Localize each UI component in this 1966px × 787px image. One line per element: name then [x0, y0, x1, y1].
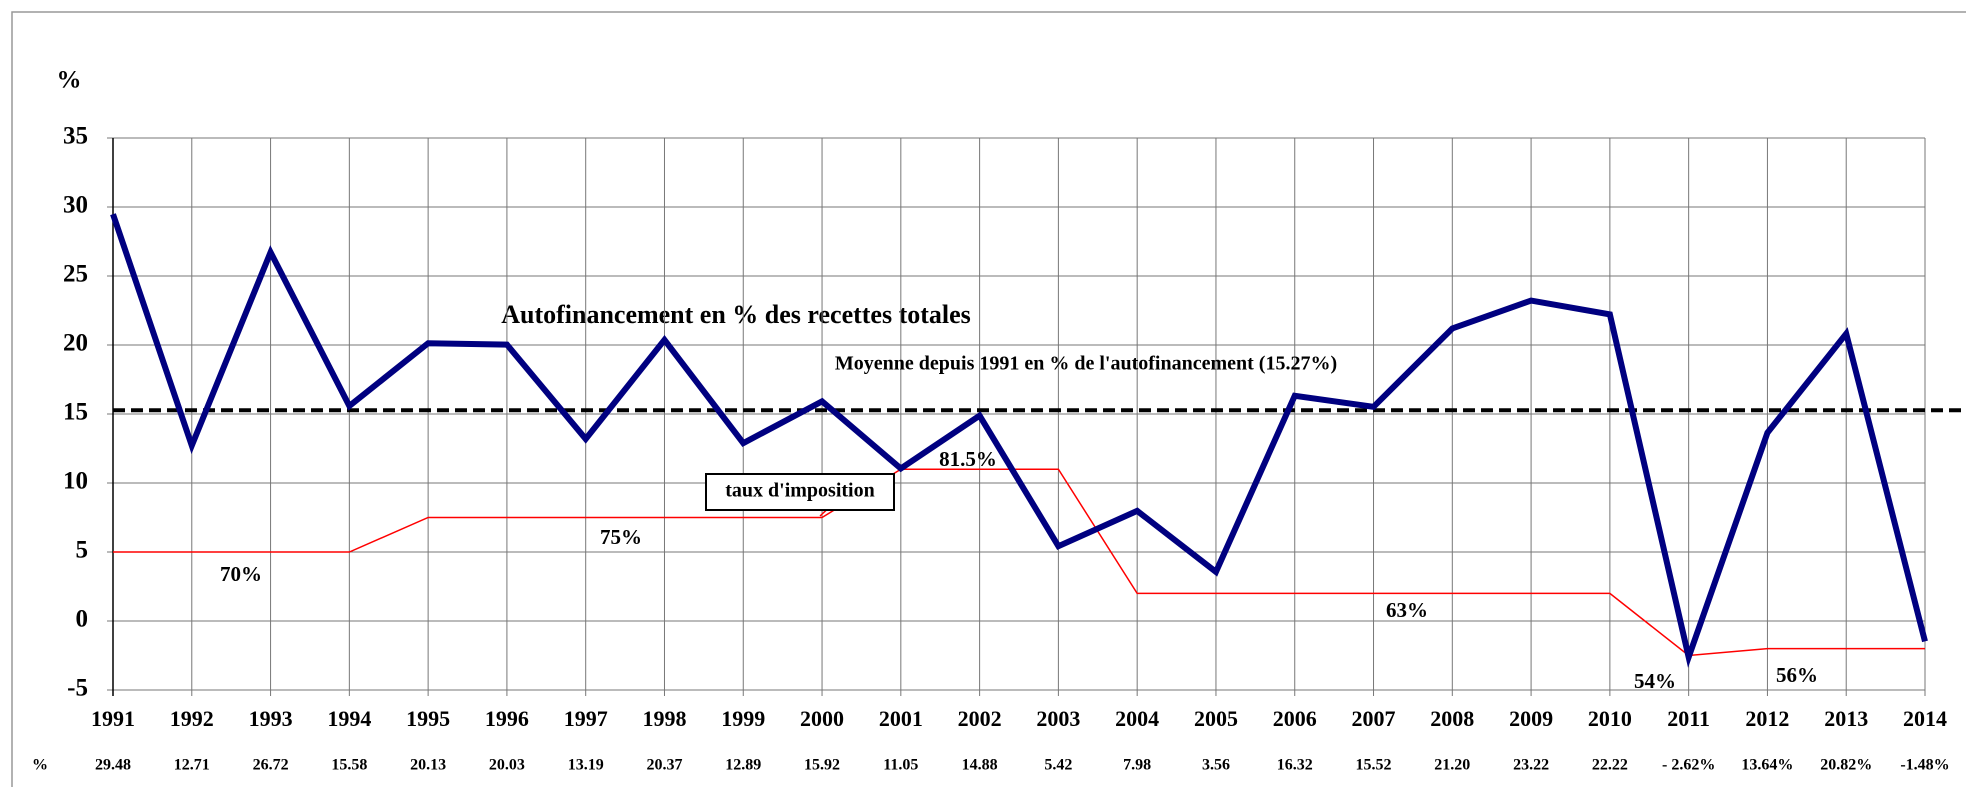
x-tick-label: 2000: [800, 706, 844, 731]
annotation: 70%: [220, 562, 262, 586]
value-label: 16.32: [1277, 757, 1313, 774]
y-tick-label: 20: [63, 330, 88, 357]
x-tick-label: 1996: [485, 706, 529, 731]
value-label: 20.03: [489, 757, 525, 774]
y-axis-label: %: [57, 67, 82, 94]
x-tick-label: 2003: [1036, 706, 1080, 731]
box: [705, 473, 895, 511]
x-tick-label: 2012: [1745, 706, 1789, 731]
annotation: 56%: [1776, 663, 1818, 687]
annotation: 75%: [600, 525, 642, 549]
series-line: [113, 468, 1925, 657]
chart-title: Autofinancement en % des recettes totale…: [501, 300, 971, 329]
x-tick-label: 2013: [1824, 706, 1868, 731]
value-label: 26.72: [253, 757, 289, 774]
value-label: 20.82%: [1820, 757, 1872, 774]
y-tick-label: 0: [76, 606, 89, 633]
x-tick-label: 1993: [249, 706, 293, 731]
x-tick-label: 2011: [1667, 706, 1710, 731]
x-tick-label: 1995: [406, 706, 450, 731]
average-label: Moyenne depuis 1991 en % de l'autofinanc…: [835, 353, 1337, 375]
value-label: 15.92: [804, 757, 840, 774]
value-label: 12.89: [725, 757, 761, 774]
series-line: [110, 213, 1928, 668]
y-tick-label: 35: [63, 123, 88, 150]
value-label: 20.37: [646, 757, 682, 774]
x-tick-label: 2006: [1273, 706, 1317, 731]
value-label: 23.22: [1513, 757, 1549, 774]
x-tick-label: 2001: [879, 706, 923, 731]
value-label: 11.05: [883, 757, 918, 774]
frame: [11, 11, 1966, 787]
y-tick-label: 10: [63, 468, 88, 495]
x-tick-label: 2008: [1430, 706, 1474, 731]
annotation: 54%: [1634, 669, 1676, 693]
value-label: 13.19: [568, 757, 604, 774]
value-label: 14.88: [962, 757, 998, 774]
value-label: 15.58: [331, 757, 367, 774]
x-tick-label: 1994: [327, 706, 371, 731]
value-label: -1.48%: [1900, 757, 1949, 774]
annotation: 63%: [1386, 598, 1428, 622]
value-label: 3.56: [1202, 757, 1230, 774]
value-label: - 2.62%: [1662, 757, 1715, 774]
y-tick-label: -5: [67, 675, 88, 702]
x-tick-label: 1997: [564, 706, 608, 731]
value-label: 29.48: [95, 757, 131, 774]
value-label: 21.20: [1434, 757, 1470, 774]
y-tick-label: 30: [63, 192, 88, 219]
x-tick-label: 2010: [1588, 706, 1632, 731]
value-label: 13.64%: [1741, 757, 1793, 774]
value-row-label: %: [32, 757, 48, 774]
x-tick-label: 2002: [958, 706, 1002, 731]
value-label: 22.22: [1592, 757, 1628, 774]
value-label: 12.71: [174, 757, 210, 774]
value-label: 5.42: [1044, 757, 1072, 774]
y-tick-label: 15: [63, 399, 88, 426]
x-tick-label: 2005: [1194, 706, 1238, 731]
value-label: 15.52: [1356, 757, 1392, 774]
x-tick-label: 1999: [721, 706, 765, 731]
x-tick-label: 1998: [642, 706, 686, 731]
y-tick-label: 25: [63, 261, 88, 288]
value-label: 7.98: [1123, 757, 1151, 774]
value-label: 20.13: [410, 757, 446, 774]
box-label: taux d'imposition: [725, 480, 874, 502]
x-tick-label: 2004: [1115, 706, 1159, 731]
annotation: 81.5%: [939, 447, 997, 471]
y-tick-label: 5: [76, 537, 89, 564]
x-tick-label: 1991: [91, 706, 135, 731]
x-tick-label: 2014: [1903, 706, 1947, 731]
x-tick-label: 2009: [1509, 706, 1553, 731]
x-tick-label: 1992: [170, 706, 214, 731]
x-tick-label: 2007: [1352, 706, 1396, 731]
